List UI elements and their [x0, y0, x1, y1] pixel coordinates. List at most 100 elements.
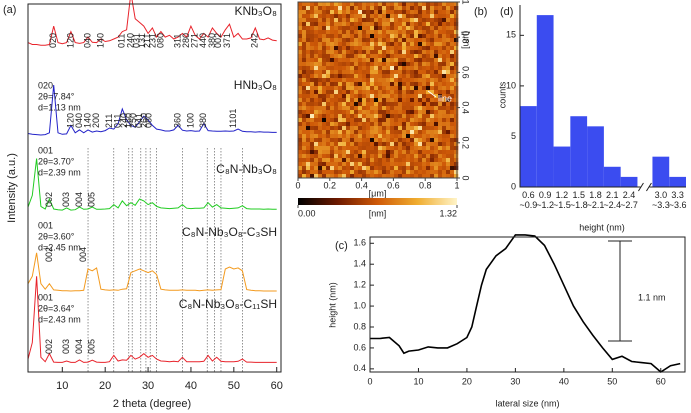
- pixel: [322, 30, 327, 35]
- pixel: [310, 118, 315, 123]
- pixel: [390, 38, 395, 43]
- pixel: [298, 146, 303, 151]
- pixel: [418, 166, 423, 171]
- pixel: [306, 70, 311, 75]
- pixel: [426, 82, 431, 87]
- x-tick-label: 0: [367, 376, 372, 386]
- pixel: [298, 106, 303, 111]
- x-axis-label: 2 theta (degree): [113, 398, 191, 410]
- pixel: [418, 126, 423, 131]
- pixel: [338, 46, 343, 51]
- pixel: [410, 134, 415, 139]
- pixel: [342, 138, 347, 143]
- x-tick-label: 50: [607, 376, 617, 386]
- pixel: [318, 162, 323, 167]
- pixel: [438, 114, 443, 119]
- pixel: [358, 90, 363, 95]
- pixel: [358, 10, 363, 15]
- pixel: [346, 2, 351, 7]
- pixel: [430, 22, 435, 27]
- pixel: [366, 70, 371, 75]
- pixel: [394, 138, 399, 143]
- pixel: [322, 166, 327, 171]
- pixel: [434, 34, 439, 39]
- pixel: [450, 154, 455, 159]
- pixel: [314, 90, 319, 95]
- pixel: [302, 30, 307, 35]
- pixel: [342, 166, 347, 171]
- pixel: [450, 70, 455, 75]
- pixel: [366, 74, 371, 79]
- pixel: [426, 58, 431, 63]
- pixel: [390, 102, 395, 107]
- pixel: [390, 66, 395, 71]
- series-note: d=2.39 nm: [38, 167, 81, 177]
- pixel: [450, 126, 455, 131]
- pixel: [342, 90, 347, 95]
- pixel: [310, 146, 315, 151]
- pixel: [302, 146, 307, 151]
- pixel: [414, 86, 419, 91]
- pixel: [382, 98, 387, 103]
- pixel: [434, 50, 439, 55]
- pixel: [350, 106, 355, 111]
- pixel: [414, 46, 419, 51]
- pixel: [318, 126, 323, 131]
- pixel: [438, 130, 443, 135]
- annotation: 1.1 nm: [638, 292, 666, 302]
- pixel: [390, 70, 395, 75]
- pixel: [386, 70, 391, 75]
- pixel: [354, 82, 359, 87]
- pixel: [378, 42, 383, 47]
- pixel: [442, 118, 447, 123]
- pixel: [454, 74, 459, 79]
- pixel: [342, 10, 347, 15]
- pixel: [386, 30, 391, 35]
- peak-label: 250: [128, 113, 138, 128]
- pixel: [418, 94, 423, 99]
- pixel: [346, 122, 351, 127]
- pixel: [414, 126, 419, 131]
- pixel: [298, 134, 303, 139]
- pixel: [446, 170, 451, 175]
- pixel: [386, 38, 391, 43]
- pixel: [386, 10, 391, 15]
- pixel: [358, 34, 363, 39]
- pixel: [326, 146, 331, 151]
- pixel: [442, 154, 447, 159]
- pixel: [306, 50, 311, 55]
- pixel: [450, 90, 455, 95]
- pixel: [438, 74, 443, 79]
- pixel: [410, 102, 415, 107]
- pixel: [454, 18, 459, 23]
- x-tick-label: 20: [462, 376, 472, 386]
- pixel: [366, 26, 371, 31]
- pixel: [302, 54, 307, 59]
- pixel: [318, 58, 323, 63]
- pixel: [306, 26, 311, 31]
- pixel: [378, 122, 383, 127]
- pixel: [322, 130, 327, 135]
- pixel: [338, 86, 343, 91]
- pixel: [438, 10, 443, 15]
- pixel: [422, 150, 427, 155]
- scale-bracket: [608, 240, 632, 342]
- pixel: [410, 98, 415, 103]
- pixel: [302, 26, 307, 31]
- pixel: [446, 86, 451, 91]
- pixel: [322, 126, 327, 131]
- annotation-pointer: [427, 90, 437, 98]
- pixel: [434, 82, 439, 87]
- pixel: [394, 98, 399, 103]
- pixel: [366, 122, 371, 127]
- pixel: [318, 102, 323, 107]
- pixel: [398, 166, 403, 171]
- pixel: [426, 90, 431, 95]
- pixel: [342, 142, 347, 147]
- pixel: [346, 146, 351, 151]
- pixel: [410, 94, 415, 99]
- pixel: [354, 78, 359, 83]
- pixel: [322, 150, 327, 155]
- pixel: [414, 66, 419, 71]
